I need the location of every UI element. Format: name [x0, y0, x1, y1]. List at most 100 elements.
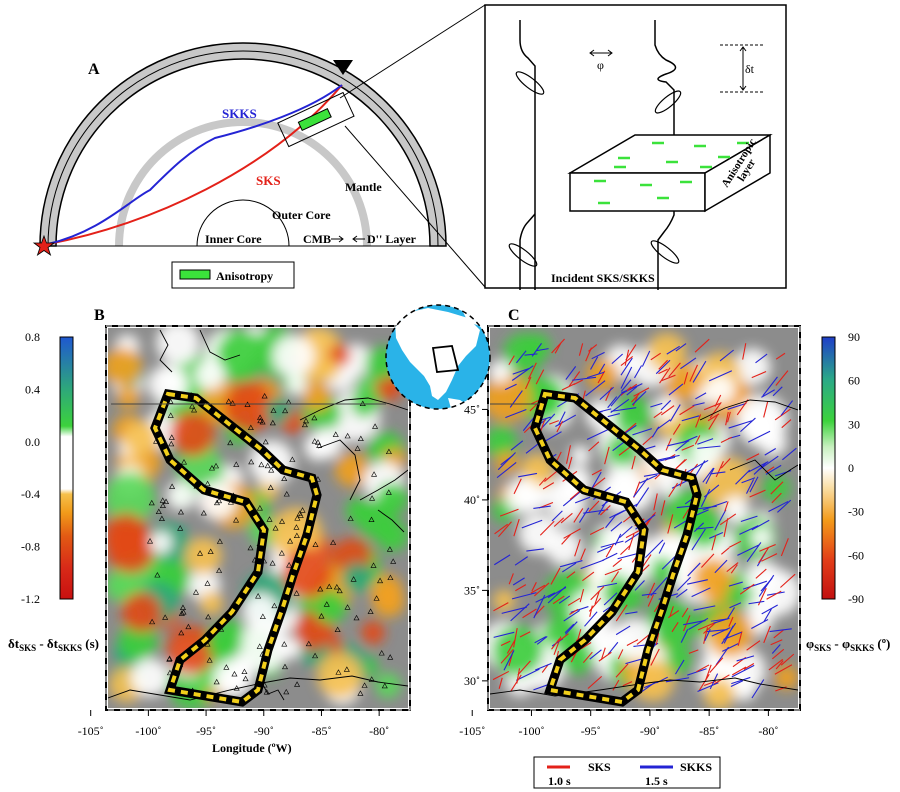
sks-stick — [642, 435, 653, 446]
sks-stick — [672, 423, 681, 435]
station-triangle — [387, 574, 394, 581]
anomaly-patch — [652, 395, 679, 422]
sks-stick — [600, 647, 606, 661]
anomaly-patch — [350, 389, 379, 418]
anomaly-patch — [599, 469, 645, 515]
polarization-ellipse-bottom — [508, 243, 538, 267]
skks-stick — [515, 668, 540, 681]
station-triangle — [185, 623, 192, 630]
sks-stick — [498, 677, 503, 689]
anomaly-patch — [213, 659, 252, 698]
map-b-lon-tick-label: -105˚ — [78, 724, 104, 738]
station-triangle — [286, 562, 293, 568]
sks-stick — [553, 517, 565, 527]
cmb-arrow-icon — [331, 235, 344, 243]
station-triangle — [377, 577, 384, 584]
anomaly-patch — [108, 523, 156, 574]
station-triangle — [159, 497, 166, 503]
anomaly-patch — [372, 585, 405, 618]
station-triangle — [148, 499, 155, 506]
skks-stick — [510, 440, 524, 451]
sks-stick — [667, 514, 674, 534]
station-triangle — [344, 432, 351, 439]
station-triangle — [281, 663, 288, 670]
sks-stick — [647, 582, 656, 599]
skks-stick — [565, 366, 577, 380]
anomaly-patch — [744, 559, 781, 596]
station-triangle — [158, 515, 165, 521]
map-c-lon-tick-label: -95˚ — [581, 724, 601, 738]
skks-stick — [665, 677, 690, 683]
sks-stick — [561, 533, 572, 545]
sks-stick — [761, 553, 778, 562]
station-triangle — [168, 434, 175, 440]
skks-stick — [722, 643, 739, 652]
x-axis-label: Longitude (ºW) — [212, 741, 292, 755]
sks-stick — [587, 675, 602, 689]
anomaly-patch — [375, 672, 401, 699]
sks-stick — [617, 649, 624, 660]
anisotropy-zone — [277, 91, 355, 148]
skks-stick — [634, 580, 645, 591]
sks-stick — [763, 625, 771, 644]
sks-stick — [679, 405, 695, 416]
anomaly-patch — [345, 497, 372, 525]
station-triangle — [387, 654, 394, 660]
station-triangle — [318, 613, 325, 619]
station-triangle — [180, 459, 188, 465]
sks-stick — [653, 493, 658, 511]
sks-stick — [500, 648, 514, 664]
block-side — [704, 133, 771, 213]
sks-stick — [517, 660, 531, 676]
station-triangle — [271, 602, 278, 609]
skks-stick — [632, 428, 652, 436]
colorbar-b-tick-label: 0.0 — [25, 435, 40, 449]
skks-stick — [683, 619, 706, 626]
station-triangle — [299, 507, 306, 513]
skks-stick — [650, 577, 668, 596]
skks-stick — [535, 662, 552, 671]
skks-stick — [708, 370, 733, 382]
station-triangle — [259, 418, 266, 425]
sks-stick — [659, 367, 671, 384]
colorbar-b-tick-label: -0.4 — [21, 487, 40, 501]
skks-stick — [651, 426, 660, 438]
sks-stick — [493, 602, 509, 612]
skks-stick — [763, 608, 772, 623]
sks-stick — [695, 414, 702, 428]
inset-panel: φ δt Anisotropic layer Incident SKS/SKKS — [484, 4, 787, 290]
skks-stick — [709, 673, 719, 690]
sks-stick — [727, 411, 731, 423]
skks-stick — [493, 631, 515, 638]
station-triangle — [372, 423, 379, 429]
sks-legend-scale: 1.0 s — [548, 774, 571, 788]
sks-stick — [696, 664, 710, 673]
sks-stick — [673, 459, 686, 472]
skks-stick — [675, 659, 685, 675]
anomaly-patch — [721, 495, 750, 524]
station-triangle — [159, 502, 166, 509]
skks-legend-name: SKKS — [680, 760, 712, 774]
sks-stick — [720, 436, 733, 443]
map-c-lon-tick-label: -90˚ — [640, 724, 660, 738]
skks-stick — [681, 415, 700, 422]
skks-stick — [555, 414, 577, 428]
polarization-ellipse — [515, 71, 545, 95]
skks-stick — [739, 525, 759, 535]
skks-stick — [731, 664, 755, 678]
anomaly-patch — [774, 665, 798, 690]
sks-stick — [553, 636, 562, 656]
station-triangle — [257, 417, 264, 424]
skks-stick — [682, 435, 698, 444]
skks-stick — [547, 586, 567, 599]
station-triangle — [354, 445, 361, 451]
station-triangle — [213, 678, 220, 685]
skks-stick — [680, 357, 697, 370]
skks-stick — [511, 365, 534, 381]
sks-stick — [585, 347, 592, 362]
skks-stick — [751, 679, 765, 699]
anomaly-patch — [286, 374, 307, 396]
sks-stick — [751, 371, 767, 379]
station-triangle — [258, 461, 265, 468]
sks-stick — [566, 571, 576, 579]
